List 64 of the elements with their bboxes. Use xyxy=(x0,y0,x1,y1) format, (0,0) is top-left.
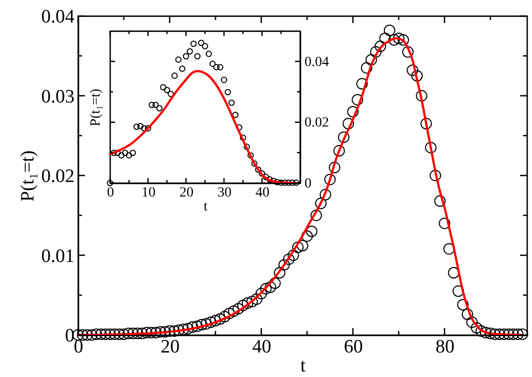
point xyxy=(133,124,140,130)
point xyxy=(258,170,266,177)
point xyxy=(232,112,239,118)
point xyxy=(122,150,128,156)
x-tick-label: 40 xyxy=(256,186,270,200)
point xyxy=(137,123,144,130)
x-axis-title: t xyxy=(204,200,208,214)
point xyxy=(144,125,152,132)
point xyxy=(152,102,159,108)
point xyxy=(224,88,231,96)
point xyxy=(198,40,204,46)
point xyxy=(126,152,132,158)
point xyxy=(244,144,250,150)
point xyxy=(110,150,117,156)
point xyxy=(156,105,163,112)
point xyxy=(240,134,246,141)
point xyxy=(148,102,155,108)
x-axis-title: t xyxy=(300,356,306,376)
point xyxy=(190,40,197,47)
point xyxy=(168,90,174,98)
point xyxy=(247,152,254,158)
point xyxy=(141,125,148,132)
point xyxy=(118,152,125,158)
point xyxy=(220,76,228,84)
point xyxy=(236,124,242,131)
x-tick-label: 60 xyxy=(344,336,363,358)
y-axis-title: P(t₁=t) xyxy=(88,88,104,126)
x-tick-label: 20 xyxy=(180,186,194,200)
point xyxy=(262,174,269,180)
y-tick-label: 0.02 xyxy=(304,116,329,131)
x-tick-label: 40 xyxy=(252,336,272,358)
point xyxy=(213,64,220,70)
y-tick-label: 0.01 xyxy=(41,246,74,267)
point xyxy=(289,180,296,186)
point xyxy=(285,180,292,186)
point xyxy=(186,48,193,55)
x-tick-label: 0 xyxy=(107,186,114,200)
y-tick-label: 0.04 xyxy=(304,54,329,70)
point xyxy=(179,66,186,72)
point xyxy=(282,180,288,186)
y-tick-label: 0.02 xyxy=(41,166,74,187)
point xyxy=(209,60,216,67)
point xyxy=(130,150,136,156)
line-series xyxy=(108,70,298,184)
x-tick-label: 30 xyxy=(218,186,232,200)
x-tick-label: 10 xyxy=(142,186,156,200)
y-tick-label: 0.03 xyxy=(41,86,74,108)
point xyxy=(255,166,262,173)
point xyxy=(228,100,235,106)
x-tick-label: 80 xyxy=(436,336,455,358)
point xyxy=(251,160,258,167)
point xyxy=(266,176,273,182)
y-tick-label: 0.04 xyxy=(41,6,75,28)
point xyxy=(160,84,166,90)
point xyxy=(194,53,201,60)
point xyxy=(171,72,178,79)
point xyxy=(217,64,224,70)
point xyxy=(164,86,170,94)
point xyxy=(202,43,208,50)
point xyxy=(175,56,182,63)
point xyxy=(182,53,190,60)
y-axis-title: P(t₁=t) xyxy=(17,150,38,202)
point xyxy=(206,50,212,57)
x-tick-label: 20 xyxy=(160,336,180,358)
